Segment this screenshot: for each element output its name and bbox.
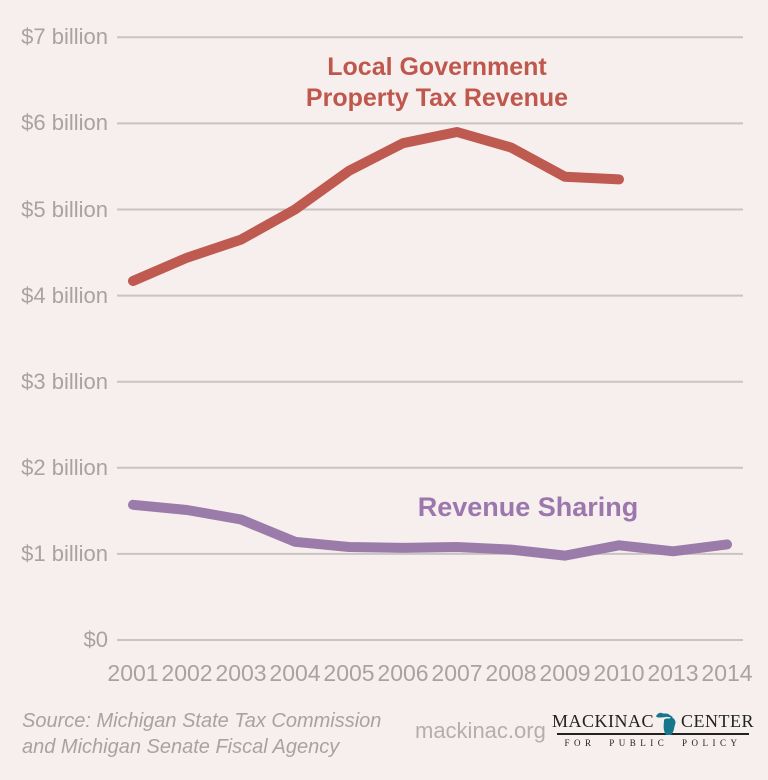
y-axis-label: $7 billion: [21, 24, 108, 50]
x-axis-label: 2005: [323, 660, 375, 686]
x-axis-label: 2010: [593, 660, 645, 686]
property-tax-line: [128, 127, 624, 286]
source-line-2: and Michigan Senate Fiscal Agency: [22, 736, 340, 758]
michigan-upper-peninsula: [655, 712, 673, 718]
logo-name-right: CENTER: [681, 711, 755, 731]
website-url: mackinac.org: [415, 718, 546, 743]
x-axis-label: 2013: [647, 660, 699, 686]
chart-title: Local Government Property Tax Revenue: [187, 52, 687, 114]
x-axis-label: 2002: [161, 660, 213, 686]
revenue-sharing-line: [128, 499, 732, 561]
source-line-1: Source: Michigan State Tax Commission: [22, 710, 382, 732]
y-axis-label: $1 billion: [21, 540, 108, 566]
logo-tagline: FOR PUBLIC POLICY: [564, 738, 742, 748]
x-axis-label: 2007: [431, 660, 483, 686]
chart-title-line-2: Property Tax Revenue: [305, 84, 569, 112]
mackinac-center-logo: MACKINAC CENTER FOR PUBLIC POLICY: [552, 706, 754, 748]
y-axis-label: $5 billion: [21, 196, 108, 222]
michigan-state-icon: [654, 706, 681, 735]
y-axis-label: $4 billion: [21, 282, 108, 308]
y-axis-label: $2 billion: [21, 454, 108, 480]
x-axis-label: 2001: [107, 660, 159, 686]
y-axis-label: $0: [83, 627, 108, 652]
logo-wordmark: MACKINAC CENTER: [552, 706, 754, 735]
logo-name-left: MACKINAC: [552, 711, 655, 731]
chart-title-line-1: Local Government: [327, 53, 547, 81]
x-axis-label: 2003: [215, 660, 267, 686]
y-axis-label: $6 billion: [21, 110, 108, 136]
y-axis-label: $3 billion: [21, 368, 108, 394]
x-axis-label: 2009: [539, 660, 591, 686]
michigan-lower-peninsula: [663, 717, 676, 735]
x-axis-label: 2006: [377, 660, 429, 686]
source-note: Source: Michigan State Tax Commission an…: [22, 708, 381, 760]
revenue-sharing-label: Revenue Sharing: [417, 492, 639, 522]
x-axis-label: 2008: [485, 660, 537, 686]
x-axis-label: 2004: [269, 660, 321, 686]
x-axis-label: 2014: [701, 660, 753, 686]
